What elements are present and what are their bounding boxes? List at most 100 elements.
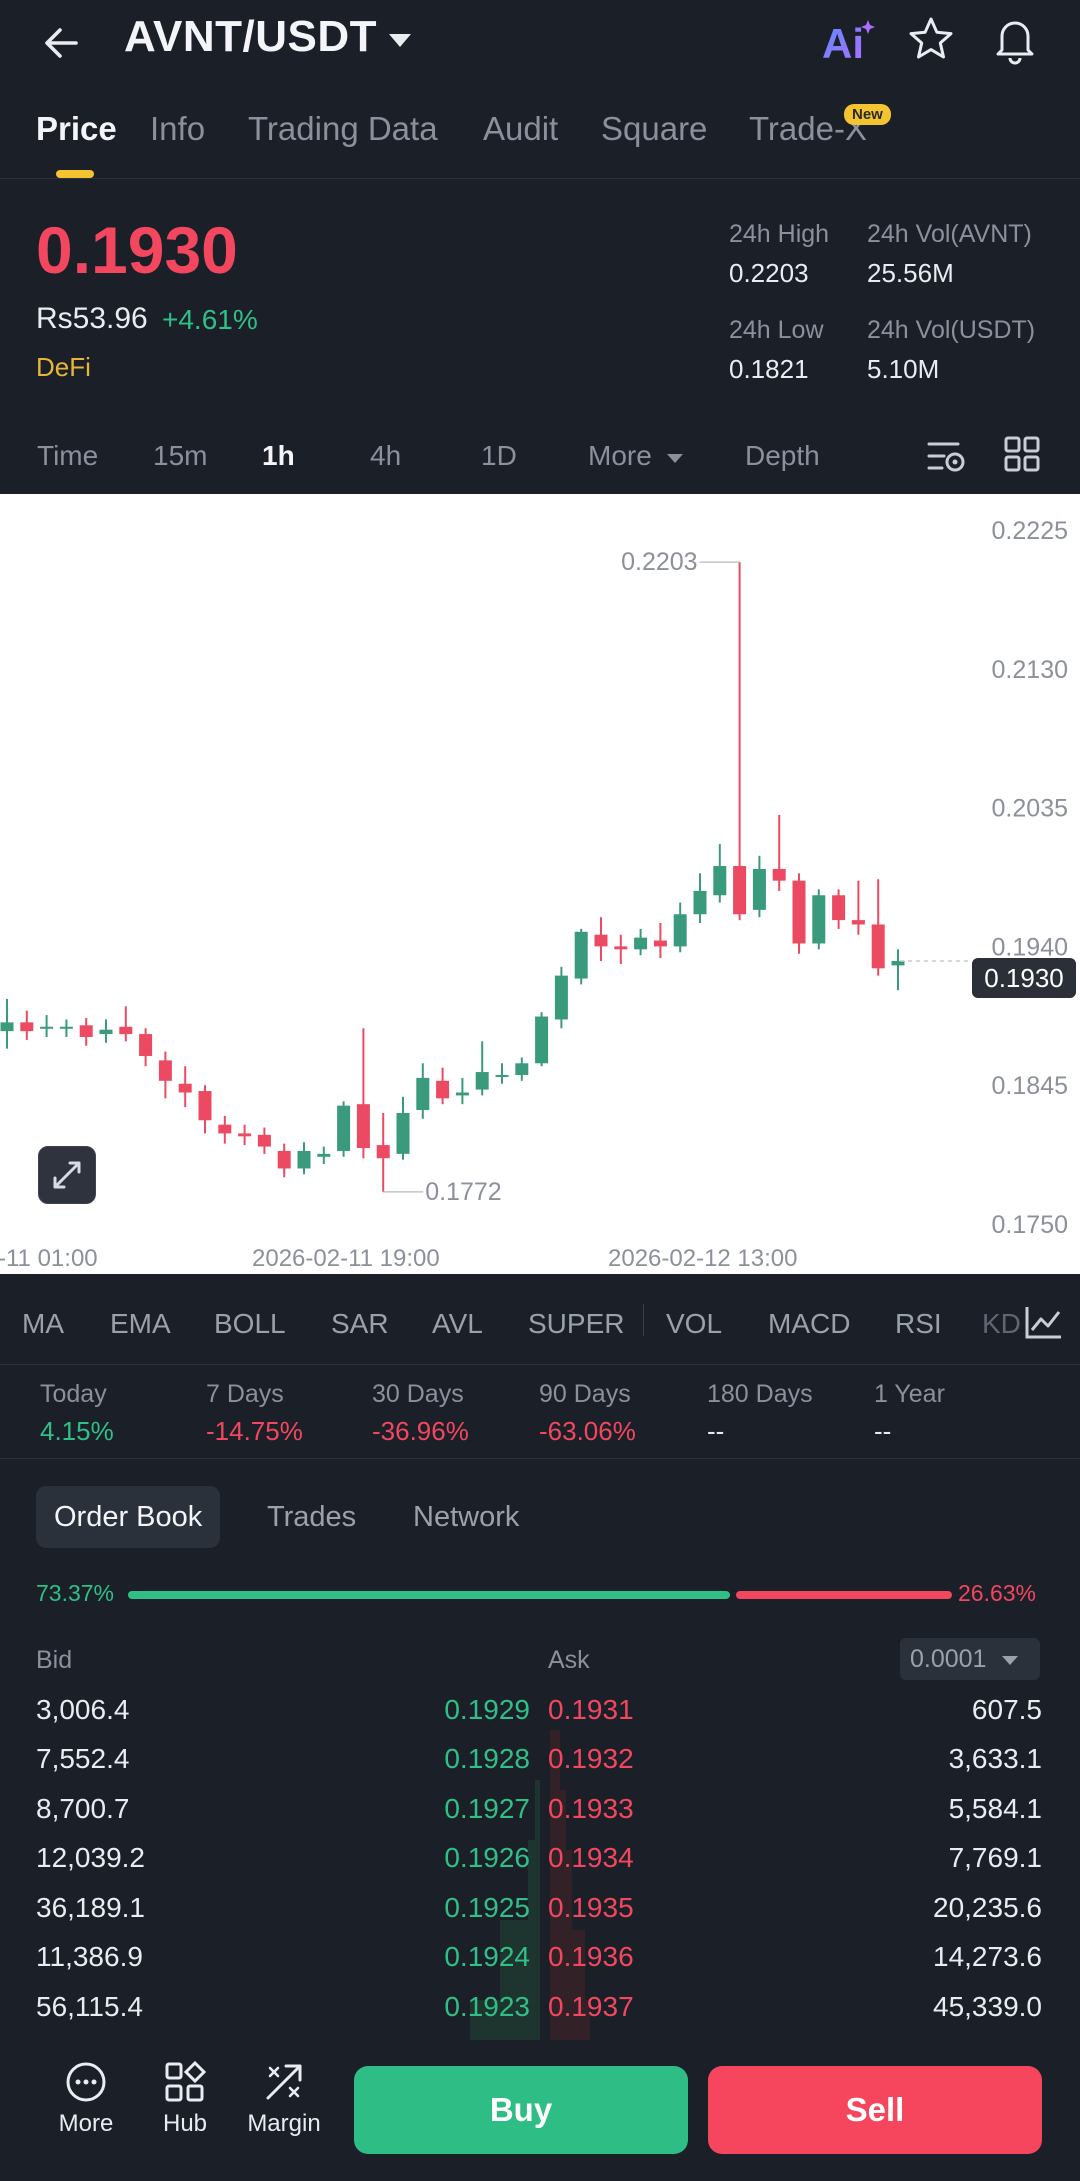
interval-1d[interactable]: 1D xyxy=(481,440,517,471)
perf-value-30d: -36.96% xyxy=(372,1416,469,1446)
ask-qty: 3,633.1 xyxy=(948,1743,1042,1774)
ask-price: 0.1931 xyxy=(548,1694,634,1725)
order-row[interactable]: 7,552.4 0.1928 0.1932 3,633.1 xyxy=(0,1743,1080,1792)
candle-body xyxy=(455,1092,469,1096)
tab-trading-data[interactable]: Trading Data xyxy=(248,110,438,147)
chevron-down-icon[interactable] xyxy=(386,30,414,50)
chart-canvas: 0.2225 0.2130 0.2035 0.1940 0.1845 0.1750 -11… xyxy=(0,517,1068,1272)
candle-body xyxy=(79,1025,93,1037)
expand-icon xyxy=(53,1161,81,1189)
hub-button[interactable]: Hub xyxy=(140,2060,230,2138)
star-icon[interactable] xyxy=(906,14,956,64)
indicator-kd[interactable]: KD xyxy=(982,1308,1021,1339)
candle-body xyxy=(59,1026,73,1029)
order-row[interactable]: 12,039.2 0.1926 0.1934 7,769.1 xyxy=(0,1842,1080,1891)
x-tick-label: 2026-02-12 13:00 xyxy=(608,1245,798,1272)
tab-trades[interactable]: Trades xyxy=(267,1501,357,1533)
tab-info[interactable]: Info xyxy=(150,110,206,147)
order-row[interactable]: 8,700.7 0.1927 0.1933 5,584.1 xyxy=(0,1793,1080,1842)
price-change: +4.61% xyxy=(162,304,258,335)
indicator-super[interactable]: SUPER xyxy=(528,1308,625,1339)
candle-body xyxy=(614,946,628,950)
bell-icon[interactable] xyxy=(990,14,1040,66)
tab-order-book[interactable]: Order Book xyxy=(36,1486,221,1548)
candle-body xyxy=(693,890,707,915)
candle-body xyxy=(792,880,806,944)
bid-qty: 11,386.9 xyxy=(36,1941,143,1972)
order-row[interactable]: 11,386.9 0.1924 0.1936 14,273.6 xyxy=(0,1941,1080,1990)
indicator-rsi[interactable]: RSI xyxy=(895,1308,942,1339)
interval-1h[interactable]: 1h xyxy=(262,440,295,471)
indicator-chart-icon[interactable] xyxy=(1024,1304,1064,1340)
bid-header: Bid xyxy=(36,1646,73,1674)
candle-body xyxy=(535,1016,549,1064)
current-price-tag: 0.1930 xyxy=(972,958,1076,998)
order-row[interactable]: 36,189.1 0.1925 0.1935 20,235.6 xyxy=(0,1892,1080,1941)
tab-square[interactable]: Square xyxy=(601,110,708,147)
candle-body xyxy=(317,1153,331,1157)
indicator-boll[interactable]: BOLL xyxy=(214,1308,286,1339)
bid-price: 0.1925 xyxy=(444,1892,530,1923)
candlestick-chart[interactable]: 0.2225 0.2130 0.2035 0.1940 0.1845 0.1750 -11… xyxy=(0,494,1080,1274)
ask-qty: 45,339.0 xyxy=(933,1991,1042,2022)
y-tick-label: 0.2035 xyxy=(992,795,1068,823)
candle-body xyxy=(158,1060,172,1081)
sell-button[interactable]: Sell xyxy=(708,2066,1042,2154)
grid-layout-icon[interactable] xyxy=(1004,436,1040,472)
tab-network[interactable]: Network xyxy=(413,1501,520,1533)
indicator-sar[interactable]: SAR xyxy=(331,1308,389,1339)
divider xyxy=(0,1458,1080,1459)
candle-body xyxy=(733,866,747,915)
candle-body xyxy=(257,1134,271,1147)
vol-quote-label: 24h Vol(USDT) xyxy=(867,316,1036,344)
y-tick-label: 0.1940 xyxy=(992,933,1068,961)
interval-more[interactable]: More xyxy=(588,440,684,472)
ai-icon[interactable]: Ai xyxy=(820,14,876,79)
indicator-vol[interactable]: VOL xyxy=(666,1308,723,1339)
order-row[interactable]: 3,006.4 0.1929 0.1931 607.5 xyxy=(0,1694,1080,1743)
bid-qty: 56,115.4 xyxy=(36,1991,143,2022)
pair-title[interactable]: AVNT/USDT xyxy=(124,12,378,61)
tab-price[interactable]: Price xyxy=(36,110,117,147)
interval-4h[interactable]: 4h xyxy=(370,440,402,471)
candle-body xyxy=(0,1022,14,1032)
buy-button[interactable]: Buy xyxy=(354,2066,688,2154)
more-button[interactable]: More xyxy=(41,2060,131,2138)
candle-body xyxy=(515,1063,529,1075)
category-tag[interactable]: DeFi xyxy=(36,352,91,382)
candle-body xyxy=(416,1077,430,1111)
candle-body xyxy=(832,895,846,921)
tab-audit[interactable]: Audit xyxy=(483,110,559,147)
new-badge: New xyxy=(844,104,891,125)
bid-qty: 8,700.7 xyxy=(36,1793,130,1824)
chart-min-label: 0.1772 xyxy=(425,1178,501,1206)
indicator-avl[interactable]: AVL xyxy=(432,1308,483,1339)
chevron-down-icon xyxy=(666,453,683,463)
ai-label: Ai xyxy=(822,20,864,67)
interval-depth[interactable]: Depth xyxy=(745,440,820,471)
candle-body xyxy=(634,937,648,950)
high-label: 24h High xyxy=(729,220,830,248)
x-tick-label: -11 01:00 xyxy=(0,1245,98,1272)
perf-value-today: 4.15% xyxy=(40,1416,114,1446)
chart-settings-icon[interactable] xyxy=(926,436,966,476)
precision-select[interactable]: 0.0001 xyxy=(900,1638,1040,1680)
indicator-divider xyxy=(643,1304,644,1336)
interval-15m[interactable]: 15m xyxy=(153,440,208,471)
indicator-macd[interactable]: MACD xyxy=(768,1308,851,1339)
interval-time[interactable]: Time xyxy=(37,440,99,471)
margin-button[interactable]: Margin xyxy=(239,2060,329,2138)
more-dots-icon xyxy=(66,2062,106,2102)
perf-label-today: Today xyxy=(40,1380,107,1408)
candle-body xyxy=(337,1105,351,1151)
expand-chart-button[interactable] xyxy=(38,1146,96,1204)
indicator-ma[interactable]: MA xyxy=(22,1308,64,1339)
indicator-ema[interactable]: EMA xyxy=(110,1308,171,1339)
perf-label-180d: 180 Days xyxy=(707,1380,813,1408)
order-row[interactable]: 56,115.4 0.1923 0.1937 45,339.0 xyxy=(0,1991,1080,2040)
back-arrow-icon[interactable] xyxy=(36,16,90,70)
candle-body xyxy=(178,1083,192,1093)
ask-qty: 14,273.6 xyxy=(933,1941,1042,1972)
candle-body xyxy=(752,868,766,910)
ask-header: Ask xyxy=(548,1646,590,1674)
